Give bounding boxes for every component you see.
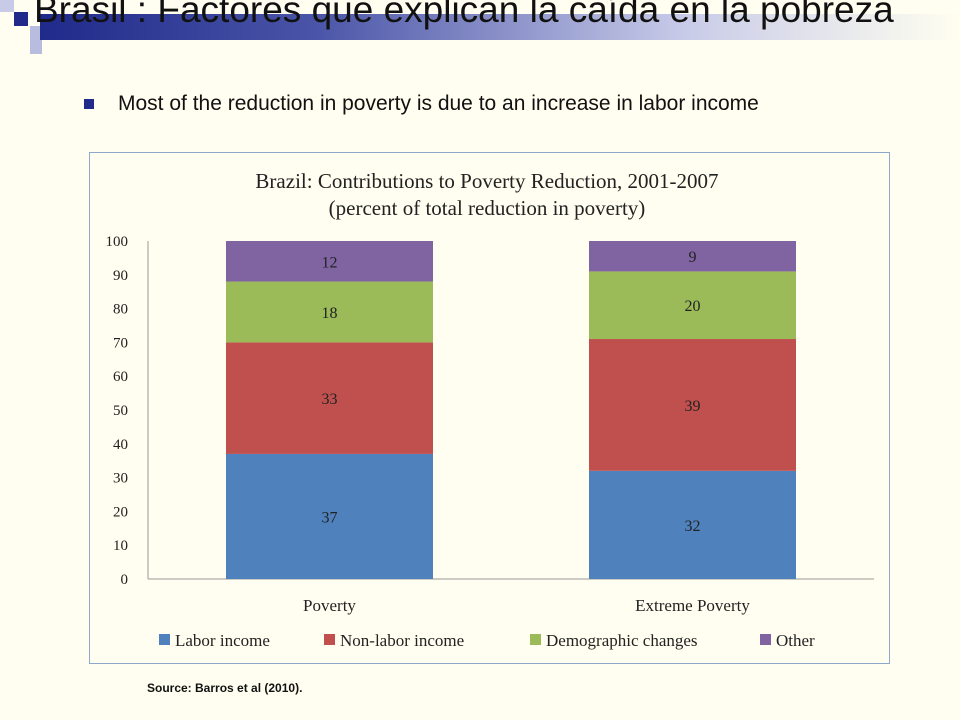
y-tick-label: 20 [113, 504, 128, 520]
legend-swatch [760, 634, 771, 645]
bar-segment [589, 339, 796, 471]
legend-swatch [159, 634, 170, 645]
x-category-label: Poverty [303, 596, 356, 615]
decor-square-light [0, 0, 14, 12]
chart-subtitle: (percent of total reduction in poverty) [329, 196, 646, 220]
y-tick-label: 10 [113, 538, 128, 554]
bar-value-label: 39 [685, 398, 701, 415]
stacked-bar-chart: Brazil: Contributions to Poverty Reducti… [106, 169, 874, 650]
bar-segment [226, 281, 433, 343]
y-tick-label: 0 [121, 572, 129, 588]
y-tick-label: 50 [113, 403, 128, 419]
bar-value-label: 20 [685, 298, 701, 315]
legend-label: Non-labor income [340, 631, 464, 650]
bar-value-label: 18 [322, 305, 338, 322]
chart-container: Brazil: Contributions to Poverty Reducti… [89, 152, 890, 664]
legend-label: Other [776, 631, 815, 650]
legend-label: Labor income [175, 631, 270, 650]
bullet-square-icon [84, 99, 94, 109]
slide-title: Brasil : Factores que explican la caída … [34, 0, 894, 30]
y-tick-label: 90 [113, 268, 128, 284]
y-tick-label: 70 [113, 335, 128, 351]
y-tick-label: 40 [113, 437, 128, 453]
y-tick-label: 30 [113, 471, 128, 487]
legend-label: Demographic changes [546, 631, 698, 650]
bullet-text: Most of the reduction in poverty is due … [118, 92, 759, 115]
bar-segment [589, 241, 796, 272]
bar-value-label: 9 [689, 249, 697, 266]
legend-swatch [530, 634, 541, 645]
y-tick-label: 60 [113, 369, 128, 385]
y-tick-label: 80 [113, 302, 128, 318]
source-note: Source: Barros et al (2010). [147, 681, 303, 695]
decor-header-bar [40, 14, 960, 40]
bar-value-label: 12 [322, 254, 338, 271]
bar-segment [226, 241, 433, 282]
bar-segment [589, 470, 796, 579]
bar-segment [226, 453, 433, 579]
x-category-label: Extreme Poverty [635, 596, 750, 615]
bar-segment [226, 342, 433, 454]
decor-square-dark [14, 12, 28, 26]
chart-title: Brazil: Contributions to Poverty Reducti… [255, 169, 718, 193]
legend-swatch [324, 634, 335, 645]
y-tick-label: 100 [106, 234, 129, 250]
decor-square-light [30, 26, 42, 54]
bar-segment [589, 271, 796, 340]
bar-value-label: 33 [322, 391, 338, 408]
bar-value-label: 37 [322, 509, 338, 526]
bar-value-label: 32 [685, 518, 701, 535]
